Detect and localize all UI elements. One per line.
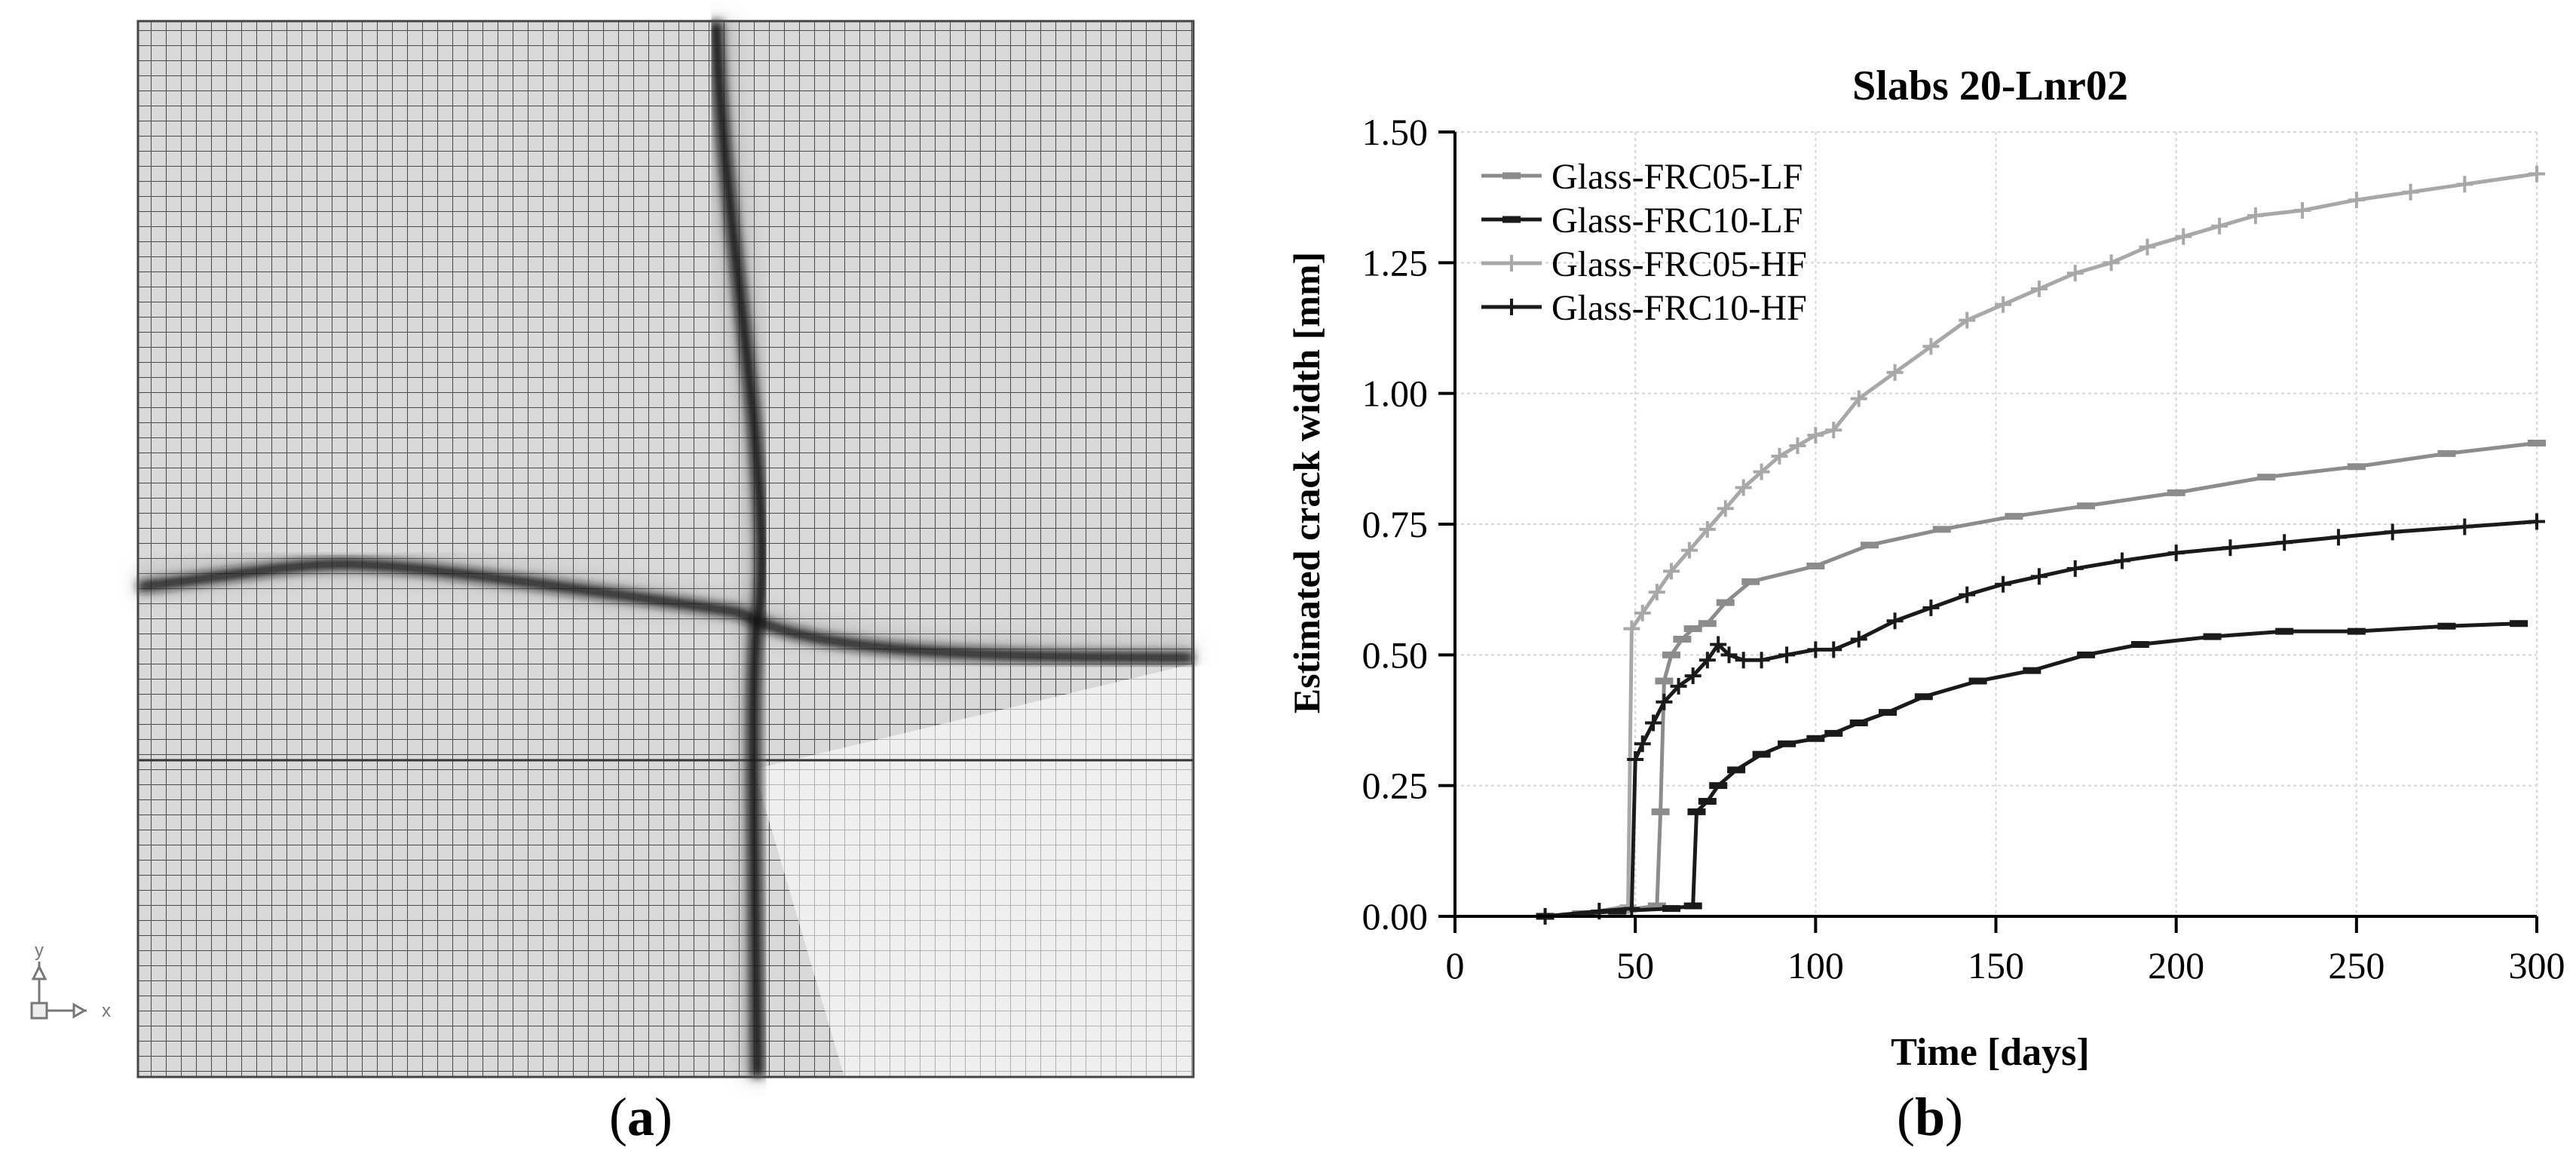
panel-a-label: (a): [609, 1087, 672, 1147]
x-tick-label: 100: [1787, 944, 1844, 986]
chart-legend: Glass-FRC05-LFGlass-FRC10-LFGlass-FRC05-…: [1481, 157, 1807, 328]
x-tick-label: 50: [1616, 944, 1654, 986]
x-axis-label: Time [days]: [1891, 1031, 2089, 1074]
legend-entry: Glass-FRC05-HF: [1481, 244, 1807, 284]
crack-width-chart: 0 50 100 150 200 250 300 0.00 0.25 0.50 0.75 1.00 1.…: [1285, 63, 2565, 1074]
y-tick-label: 0.00: [1362, 895, 1429, 937]
legend-entry: Glass-FRC05-LF: [1481, 157, 1803, 197]
vertical-crack: [710, 20, 768, 1078]
legend-label: Glass-FRC10-LF: [1551, 201, 1803, 241]
mesh-figure: y x: [30, 20, 1195, 1078]
y-tick-label: 1.50: [1362, 111, 1429, 153]
series-Glass-FRC10-HF: [1536, 513, 2545, 925]
axes-triad-icon: y x: [30, 940, 111, 1021]
axis-y-letter: y: [35, 940, 44, 961]
legend-label: Glass-FRC10-HF: [1551, 288, 1807, 328]
y-tick-label: 0.50: [1362, 634, 1429, 676]
chart-axes: 0 50 100 150 200 250 300 0.00 0.25 0.50 0.75 1.00 1.…: [1362, 111, 2565, 986]
series-line: [1545, 172, 2538, 919]
x-tick-label: 150: [1968, 944, 2024, 986]
y-tick-label: 1.00: [1362, 373, 1429, 415]
series-Glass-FRC05-HF: [1536, 165, 2545, 925]
panel-a-letter: a: [627, 1087, 654, 1147]
series-layer: [1536, 165, 2546, 925]
mesh-area: [136, 20, 1195, 1078]
x-tick-label: 0: [1446, 944, 1465, 986]
series-line: [1545, 441, 2538, 919]
panel-b-letter: b: [1914, 1087, 1946, 1147]
legend-label: Glass-FRC05-LF: [1551, 157, 1803, 197]
y-axis-label: Estimated crack width [mm]: [1285, 252, 1328, 713]
panel-b-label: (b): [1896, 1087, 1963, 1147]
y-tick-label: 1.25: [1362, 241, 1429, 284]
axis-x-letter: x: [102, 1001, 111, 1021]
x-tick-label: 300: [2509, 944, 2565, 986]
series-line: [1545, 621, 2519, 919]
y-tick-label: 0.75: [1362, 503, 1429, 545]
legend-entry: Glass-FRC10-LF: [1481, 201, 1803, 241]
x-tick-label: 200: [2148, 944, 2204, 986]
legend-entry: Glass-FRC10-HF: [1481, 288, 1807, 328]
chart-title: Slabs 20-Lnr02: [1852, 63, 2128, 109]
series-Glass-FRC10-LF: [1536, 620, 2529, 920]
y-tick-label: 0.25: [1362, 765, 1429, 807]
horizontal-crack: [137, 558, 1194, 663]
series-line: [1545, 520, 2538, 919]
x-tick-label: 250: [2328, 944, 2385, 986]
legend-label: Glass-FRC05-HF: [1551, 244, 1807, 284]
